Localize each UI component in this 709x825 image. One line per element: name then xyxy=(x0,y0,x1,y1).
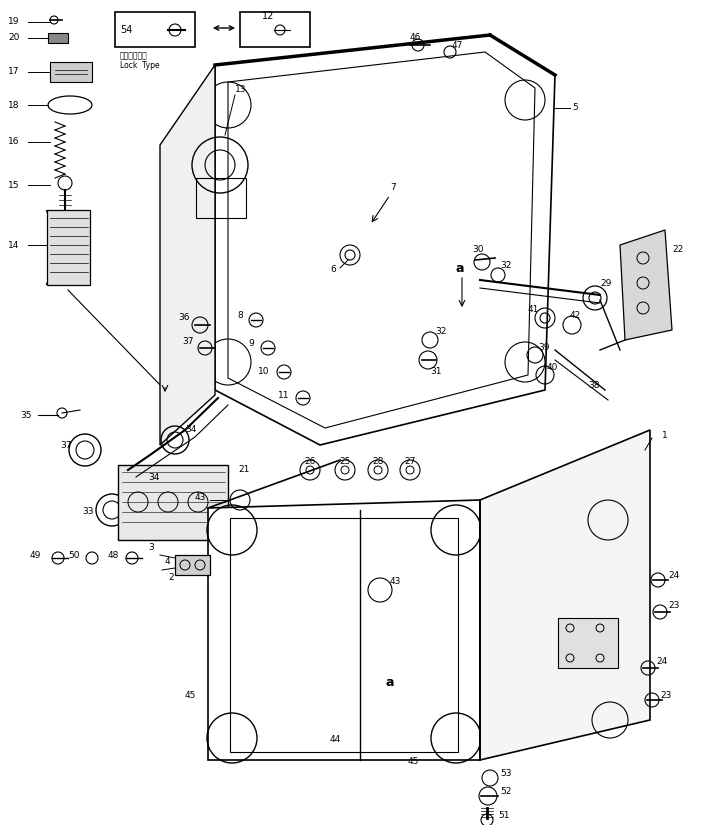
Text: 35: 35 xyxy=(20,411,31,419)
Text: 24: 24 xyxy=(656,658,667,667)
Text: 27: 27 xyxy=(404,458,415,466)
Text: 32: 32 xyxy=(500,262,511,271)
Text: 34: 34 xyxy=(148,474,160,483)
Text: 52: 52 xyxy=(500,788,511,796)
Text: 24: 24 xyxy=(668,571,679,579)
Polygon shape xyxy=(47,210,90,285)
Text: 37: 37 xyxy=(60,441,72,450)
Text: 23: 23 xyxy=(660,691,671,700)
Text: 4: 4 xyxy=(165,558,171,567)
Text: 22: 22 xyxy=(672,246,683,254)
Text: 19: 19 xyxy=(8,17,20,26)
Text: 14: 14 xyxy=(8,241,19,249)
Text: 16: 16 xyxy=(8,138,20,147)
Text: ロックタイプ: ロックタイプ xyxy=(120,51,147,60)
Text: 5: 5 xyxy=(572,103,578,112)
Text: 18: 18 xyxy=(8,101,20,110)
Text: a: a xyxy=(385,676,393,689)
Text: 34: 34 xyxy=(185,426,196,435)
Polygon shape xyxy=(118,465,228,540)
Text: 21: 21 xyxy=(238,465,250,474)
Text: 28: 28 xyxy=(372,458,384,466)
Text: 30: 30 xyxy=(472,246,484,254)
Text: 40: 40 xyxy=(547,364,559,373)
Text: 31: 31 xyxy=(430,367,442,376)
Polygon shape xyxy=(50,62,92,82)
Bar xyxy=(558,618,618,668)
Polygon shape xyxy=(160,65,215,445)
Text: 25: 25 xyxy=(339,458,350,466)
Text: 1: 1 xyxy=(662,431,668,440)
Polygon shape xyxy=(480,430,650,760)
Text: 26: 26 xyxy=(304,458,316,466)
Polygon shape xyxy=(175,555,210,575)
Text: 36: 36 xyxy=(178,314,189,323)
Text: 43: 43 xyxy=(195,493,206,502)
Text: 48: 48 xyxy=(108,550,119,559)
Text: 39: 39 xyxy=(538,342,549,351)
Text: 53: 53 xyxy=(500,769,511,777)
Bar xyxy=(115,12,195,47)
Text: 50: 50 xyxy=(68,550,79,559)
Text: 37: 37 xyxy=(182,337,194,346)
Text: 43: 43 xyxy=(390,578,401,587)
Text: 8: 8 xyxy=(237,310,242,319)
Bar xyxy=(196,178,246,218)
Text: 3: 3 xyxy=(148,544,154,553)
Polygon shape xyxy=(215,35,555,445)
Text: 10: 10 xyxy=(258,367,269,376)
Text: 17: 17 xyxy=(8,68,20,77)
Polygon shape xyxy=(620,230,672,340)
Text: 29: 29 xyxy=(600,279,611,287)
Text: 49: 49 xyxy=(30,550,41,559)
Text: 13: 13 xyxy=(235,86,247,95)
Text: 11: 11 xyxy=(278,392,289,400)
Text: 20: 20 xyxy=(8,34,19,43)
Text: 15: 15 xyxy=(8,181,20,190)
Text: 45: 45 xyxy=(408,757,420,766)
Text: 9: 9 xyxy=(248,338,254,347)
Text: 46: 46 xyxy=(410,32,421,41)
Text: a: a xyxy=(455,262,464,275)
Text: 44: 44 xyxy=(330,736,341,744)
Text: 41: 41 xyxy=(528,305,540,314)
Text: 33: 33 xyxy=(82,507,94,516)
Text: 38: 38 xyxy=(588,380,600,389)
Text: 12: 12 xyxy=(262,11,274,21)
Text: 47: 47 xyxy=(452,40,464,50)
Text: 7: 7 xyxy=(390,183,396,192)
Polygon shape xyxy=(208,500,480,760)
Text: 6: 6 xyxy=(330,266,336,275)
Text: 54: 54 xyxy=(120,25,133,35)
Text: Lock  Type: Lock Type xyxy=(120,62,160,70)
Text: 45: 45 xyxy=(185,691,196,700)
Text: 2: 2 xyxy=(168,573,174,582)
Text: 51: 51 xyxy=(498,812,510,821)
Text: 23: 23 xyxy=(668,601,679,610)
Bar xyxy=(240,12,310,47)
Text: 32: 32 xyxy=(435,328,447,337)
Bar xyxy=(48,33,68,43)
Text: 42: 42 xyxy=(570,310,581,319)
